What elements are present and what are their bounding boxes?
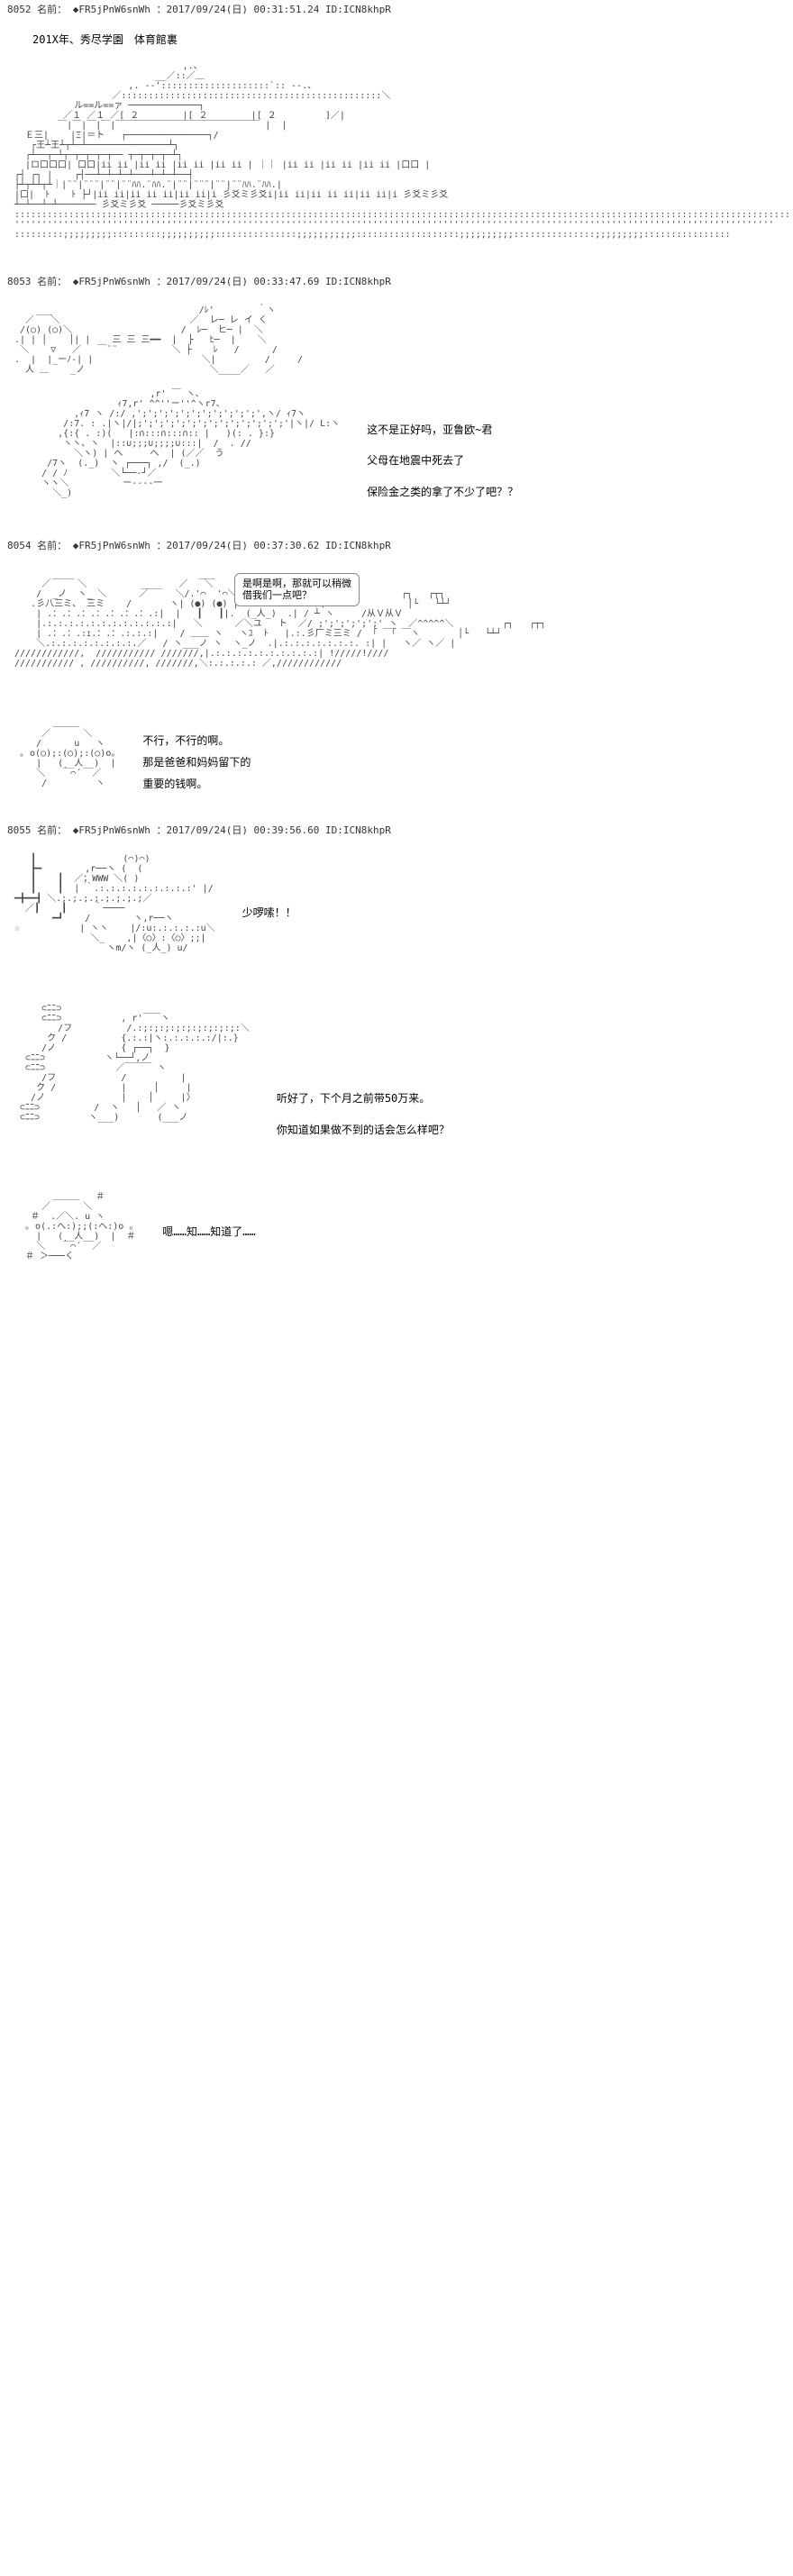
post-body: ┃ (⌒)⌒) ┣━ ,r──ヽ ( ( ┃ ┃ ／；WWW ＼( ) ┃ ┃ … <box>0 840 793 1276</box>
post-date: ：2017/09/24(日) 00:33:47.69 <box>156 276 319 287</box>
post-header: 8053 名前： ◆FR5jPnW6snWh ：2017/09/24(日) 00… <box>0 272 793 291</box>
shout-line: 少啰嗦！！ <box>242 901 296 924</box>
post: 8052 名前： ◆FR5jPnW6snWh ：2017/09/24(日) 00… <box>0 0 793 254</box>
ascii-art-building: ,.、 __／::／＿ ,. -‐'::::::::::::::::::::`:… <box>14 61 779 240</box>
whimper-text: 嗯……知……知道了…… <box>162 1185 255 1242</box>
panel-row: ＿＿＿ ／ ＼ / u ヽ ｡ o(○);:(○);:(○)o｡ | (__人_… <box>14 712 779 796</box>
name-prefix: 名前： <box>37 276 67 287</box>
post-date: ：2017/09/24(日) 00:37:30.62 <box>156 540 319 551</box>
post-header: 8054 名前： ◆FR5jPnW6snWh ：2017/09/24(日) 00… <box>0 536 793 555</box>
dialogue-text: 这不是正好吗，亚鲁欧~君 父母在地震中死去了 保险金之类的拿了不少了吧？？ <box>367 382 518 511</box>
post: 8055 名前： ◆FR5jPnW6snWh ：2017/09/24(日) 00… <box>0 821 793 1276</box>
name-prefix: 名前： <box>37 824 67 836</box>
post-header: 8052 名前： ◆FR5jPnW6snWh ：2017/09/24(日) 00… <box>0 0 793 19</box>
threat-line: 你知道如果做不到的话会怎么样吧？ <box>277 1118 450 1142</box>
shout-text: 少啰嗦！！ <box>242 847 296 932</box>
ascii-art-bully-face: ,r' ￣ ヽ、 ｨ7,r' ^^''ー''^ヽr7、 ,ｨ7 ヽ /:/ ,'… <box>14 389 340 498</box>
reply-line: 那是爸爸和妈妈留下的 <box>142 751 251 773</box>
ascii-art-figures-top: ___ /ﾚ' ｀ヽ ／ ＼ ／ レ─ レ イ く /(○) (○)＼ / ﾚ─… <box>14 305 779 375</box>
tripcode: ◆FR5jPnW6snWh <box>73 276 150 287</box>
whimper-line: 嗯……知……知道了…… <box>162 1221 255 1242</box>
post-number: 8052 <box>7 4 32 15</box>
post: 8054 名前： ◆FR5jPnW6snWh ：2017/09/24(日) 00… <box>0 536 793 803</box>
panel-row: ,r' ￣ ヽ、 ｨ7,r' ^^''ー''^ヽr7、 ,ｨ7 ヽ /:/ ,'… <box>14 382 779 511</box>
ascii-art-yaruo-crying: ＿＿＿ ／ ＼ / u ヽ ｡ o(○);:(○);:(○)o｡ | (__人_… <box>14 719 115 788</box>
name-prefix: 名前： <box>37 540 67 551</box>
panel-row: ⊂ﾆﾆ⊃ ⊂ﾆﾆ⊃ , r'￣￣ヽ /フ /.:;:;:;:;:;:;:;:;:… <box>14 997 779 1149</box>
post-date: ：2017/09/24(日) 00:39:56.60 <box>156 824 319 836</box>
tripcode: ◆FR5jPnW6snWh <box>73 4 150 15</box>
name-prefix: 名前： <box>37 4 67 15</box>
post-number: 8053 <box>7 276 32 287</box>
scene-caption: 201X年、秀尽学園 体育館裏 <box>32 33 779 46</box>
panel-row: ┃ (⌒)⌒) ┣━ ,r──ヽ ( ( ┃ ┃ ／；WWW ＼( ) ┃ ┃ … <box>14 847 779 960</box>
dialogue-line: 这不是正好吗，亚鲁欧~君 <box>367 418 518 441</box>
post-date: ：2017/09/24(日) 00:31:51.24 <box>156 4 319 15</box>
threat-text: 听好了，下个月之前带50万来。 你知道如果做不到的话会怎么样吧？ <box>277 997 450 1149</box>
reply-line: 不行，不行的啊。 <box>142 730 251 751</box>
post-body: ___ /ﾚ' ｀ヽ ／ ＼ ／ レ─ レ イ く /(○) (○)＼ / ﾚ─… <box>0 291 793 518</box>
ascii-art-kick: ┃ (⌒)⌒) ┣━ ,r──ヽ ( ( ┃ ┃ ／；WWW ＼( ) ┃ ┃ … <box>14 854 215 953</box>
threat-line: 听好了，下个月之前带50万来。 <box>277 1087 450 1110</box>
reply-text: 不行，不行的啊。 那是爸爸和妈妈留下的 重要的钱啊。 <box>142 712 251 795</box>
post-header: 8055 名前： ◆FR5jPnW6snWh ：2017/09/24(日) 00… <box>0 821 793 840</box>
post-body: 是啊是啊，那就可以稍微 借我们一点吧？ ____ ___ ／ ＼ ____ ／ … <box>0 555 793 803</box>
post-body: 201X年、秀尽学園 体育館裏 ,.、 __／::／＿ ,. -‐'::::::… <box>0 19 793 253</box>
reply-line: 重要的钱啊。 <box>142 773 251 795</box>
tripcode: ◆FR5jPnW6snWh <box>73 824 150 836</box>
speech-bubble: 是啊是啊，那就可以稍微 借我们一点吧？ <box>234 573 360 605</box>
post-id: ID:ICN8khpR <box>325 4 391 15</box>
post-number: 8055 <box>7 824 32 836</box>
tripcode: ◆FR5jPnW6snWh <box>73 540 150 551</box>
post-number: 8054 <box>7 540 32 551</box>
post-id: ID:ICN8khpR <box>325 540 391 551</box>
post-id: ID:ICN8khpR <box>325 824 391 836</box>
post: 8053 名前： ◆FR5jPnW6snWh ：2017/09/24(日) 00… <box>0 272 793 518</box>
panel-row: ＿＿＿ ＃ ／ ＼ ＃ .／＼. u ヽ ｡ o(.:へ:);;(:へ:)o ｡… <box>14 1185 779 1269</box>
dialogue-line: 保险金之类的拿了不少了吧？？ <box>367 480 518 504</box>
ascii-art-beating: ⊂ﾆﾆ⊃ ⊂ﾆﾆ⊃ , r'￣￣ヽ /フ /.:;:;:;:;:;:;:;:;:… <box>14 1004 250 1123</box>
ascii-art-group: ____ ___ ／ ＼ ____ ／ ＼ ﾊ / _ノ ヽ_ ＼ ／ ＼/.'… <box>14 569 779 669</box>
ascii-art-yaruo-beaten: ＿＿＿ ＃ ／ ＼ ＃ .／＼. u ヽ ｡ o(.:へ:);;(:へ:)o ｡… <box>14 1192 135 1261</box>
dialogue-line: 父母在地震中死去了 <box>367 449 518 472</box>
post-id: ID:ICN8khpR <box>325 276 391 287</box>
